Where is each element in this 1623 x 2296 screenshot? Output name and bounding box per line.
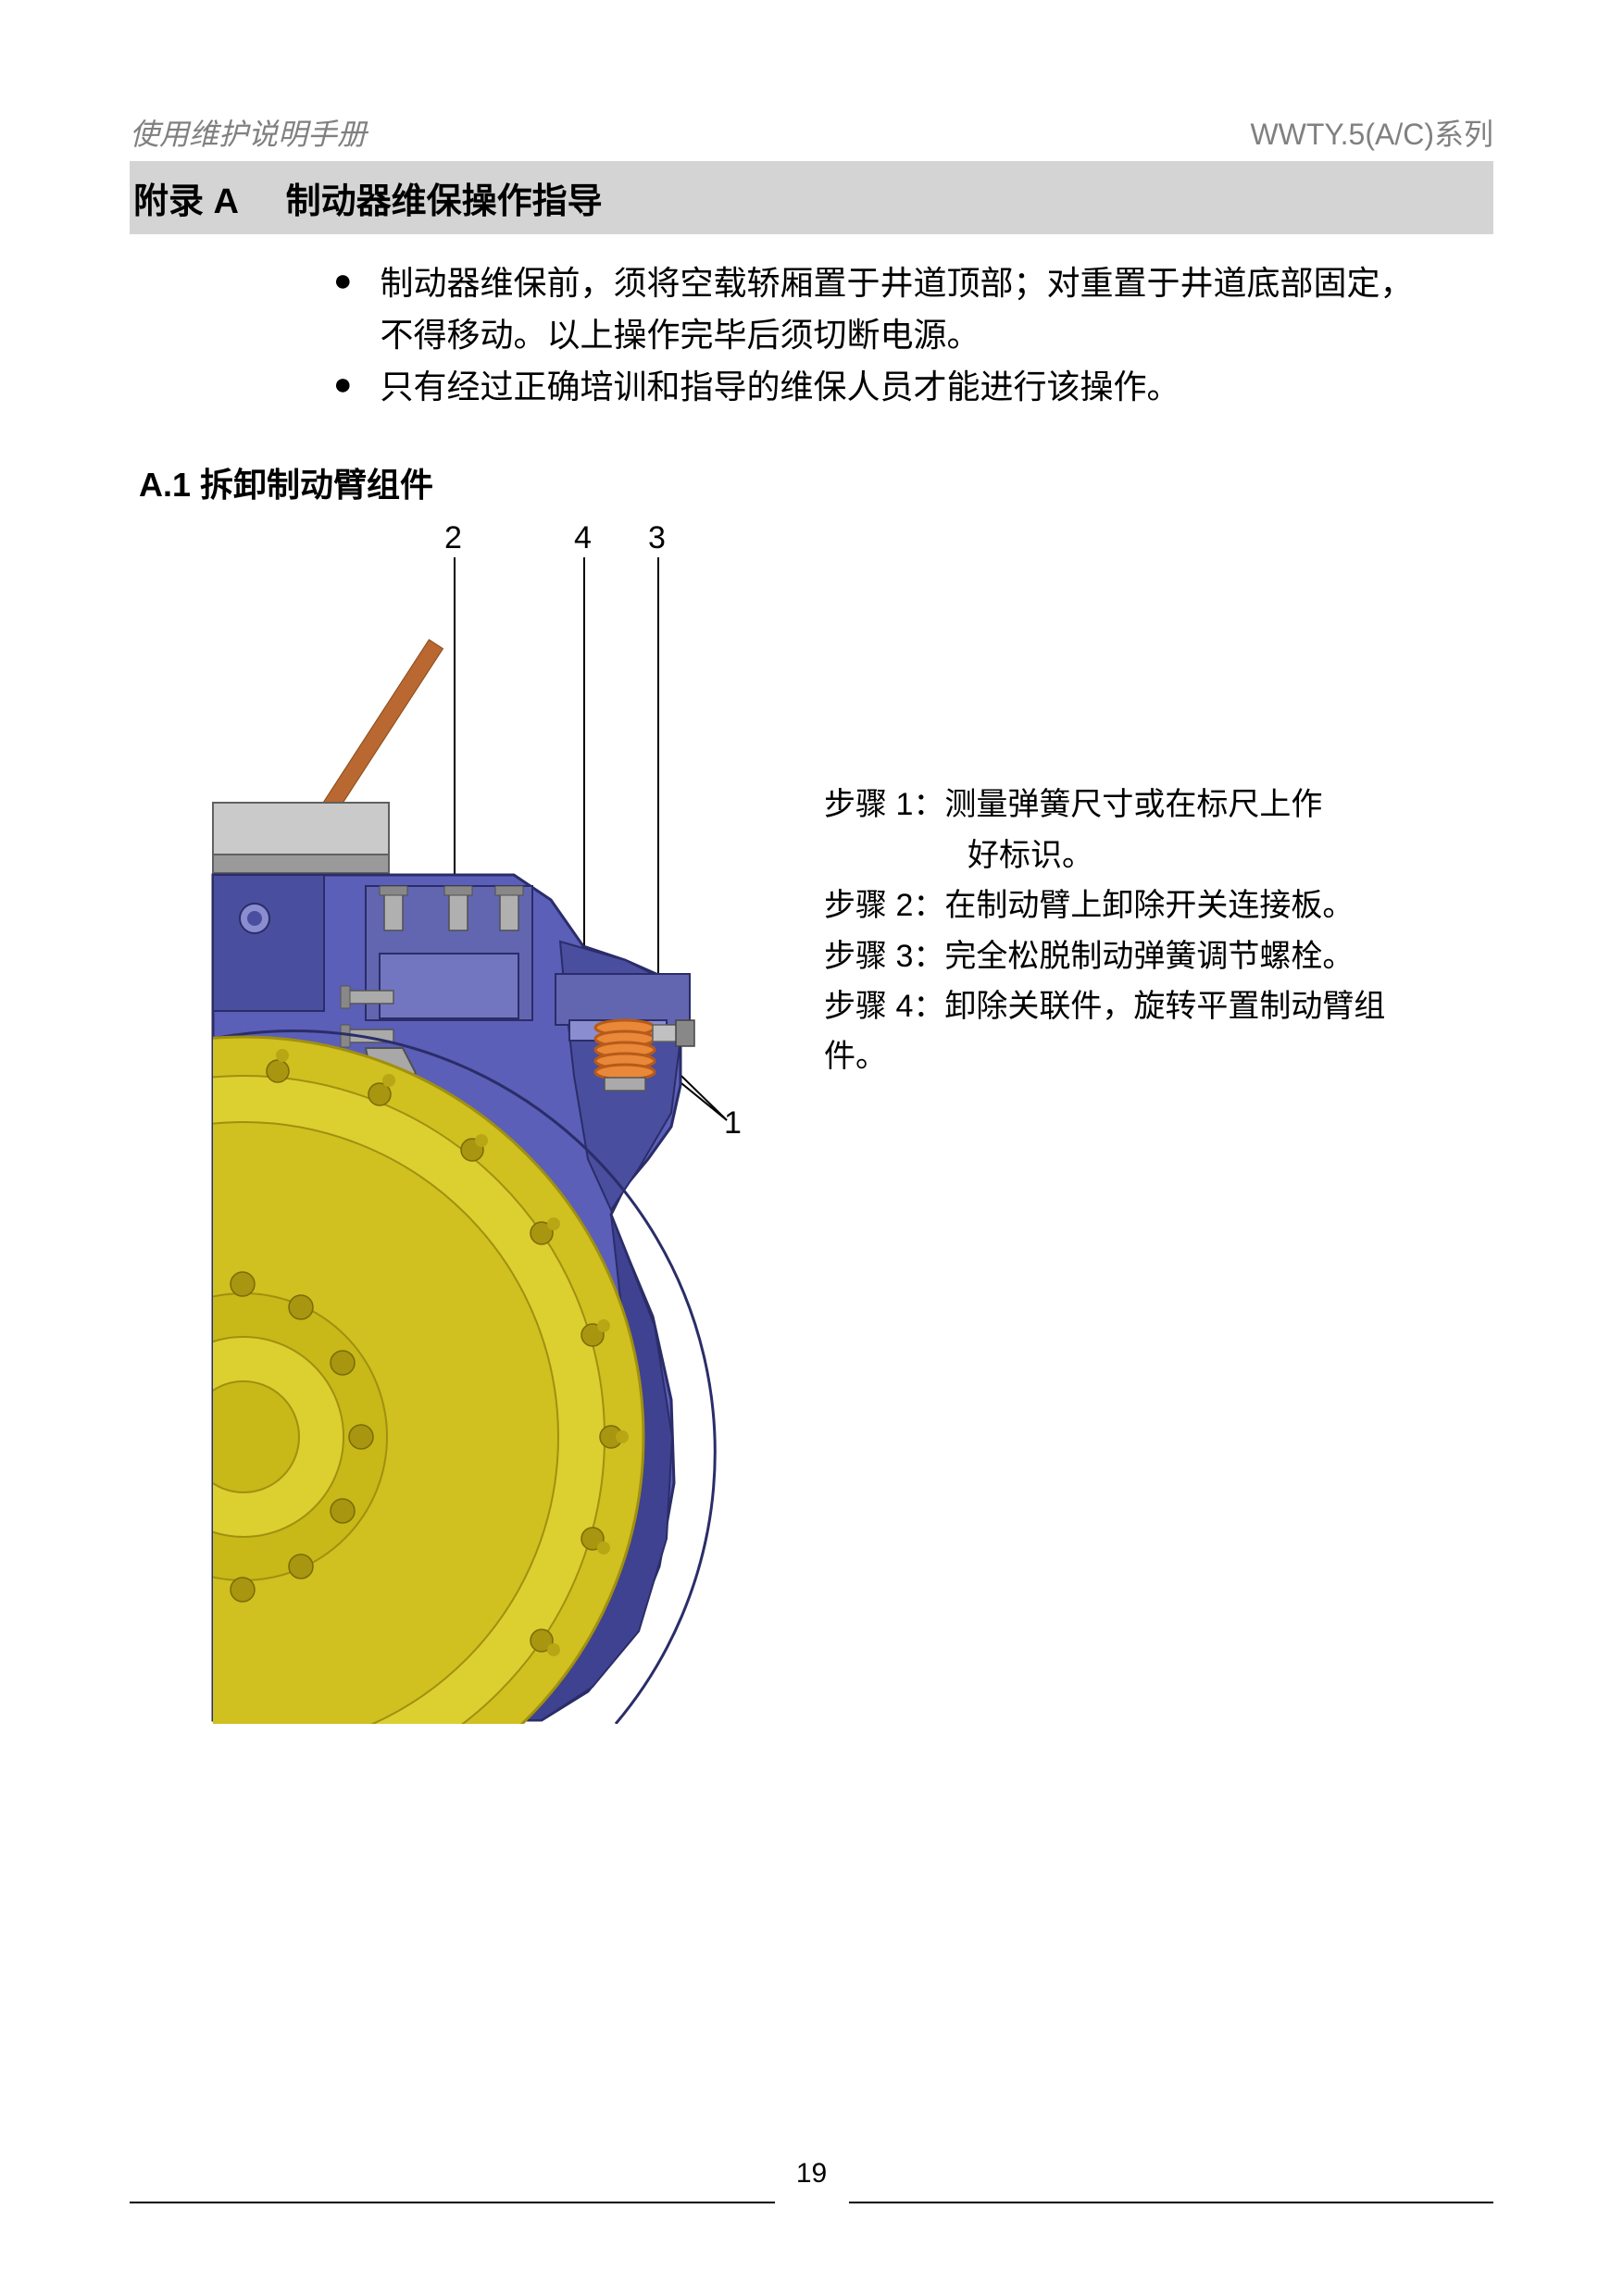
bullet-text: 制动器维保前，须将空载轿厢置于井道顶部；对重置于井道底部固定，不得移动。以上操作… [381,257,1438,361]
section-number: A.1 [139,466,191,504]
step-2: 步骤 2：在制动臂上卸除开关连接板。 [824,880,1454,930]
header-left-text: 使用维护说明手册 [130,111,367,154]
step-3: 步骤 3：完全松脱制动弹簧调节螺栓。 [824,931,1454,981]
footer-rule-gap [775,2199,849,2206]
appendix-title-bar: 附录 A 制动器维保操作指导 [130,161,1493,234]
step-label: 步骤 3： [824,939,944,974]
step-text: 完全松脱制动弹簧调节螺栓。 [944,939,1354,974]
step-text: 测量弹簧尺寸或在标尺上作 [944,787,1322,822]
step-label: 步骤 2： [824,888,944,923]
steps-list: 步骤 1：测量弹簧尺寸或在标尺上作 好标识。 步骤 2：在制动臂上卸除开关连接板… [824,780,1454,1081]
appendix-heading: 制动器维保操作指导 [286,182,603,221]
technical-diagram: 2 4 3 1 [120,520,768,1724]
step-1: 步骤 1：测量弹簧尺寸或在标尺上作 [824,780,1454,830]
step-1-cont: 好标识。 [824,830,1454,880]
page-header: 使用维护说明手册 WWTY.5(A/C)系列 [130,111,1493,154]
machine-illustration [120,520,768,1724]
bullet-dot-icon: ● [333,257,353,305]
step-label: 步骤 1： [824,787,944,822]
content-row: 2 4 3 1 [130,520,1493,1724]
step-text: 卸除关联件，旋转平置制动臂组 [944,989,1385,1024]
step-4: 步骤 4：卸除关联件，旋转平置制动臂组 [824,981,1454,1031]
section-title: A.1 拆卸制动臂组件 [139,458,1493,506]
page-number: 19 [796,2158,827,2190]
bullet-text: 只有经过正确培训和指导的维保人员才能进行该操作。 [381,361,1438,413]
section-heading: 拆卸制动臂组件 [200,466,433,504]
appendix-label: 附录 A [133,172,239,223]
bullet-item: ● 制动器维保前，须将空载轿厢置于井道顶部；对重置于井道底部固定，不得移动。以上… [333,257,1438,361]
bullet-item: ● 只有经过正确培训和指导的维保人员才能进行该操作。 [333,361,1438,413]
step-text: 在制动臂上卸除开关连接板。 [944,888,1354,923]
bullet-dot-icon: ● [333,361,353,408]
step-label: 步骤 4： [824,989,944,1024]
bullet-list: ● 制动器维保前，须将空载轿厢置于井道顶部；对重置于井道底部固定，不得移动。以上… [333,257,1438,412]
header-right-text: WWTY.5(A/C)系列 [1250,111,1493,154]
step-4-cont: 件。 [824,1031,1454,1081]
